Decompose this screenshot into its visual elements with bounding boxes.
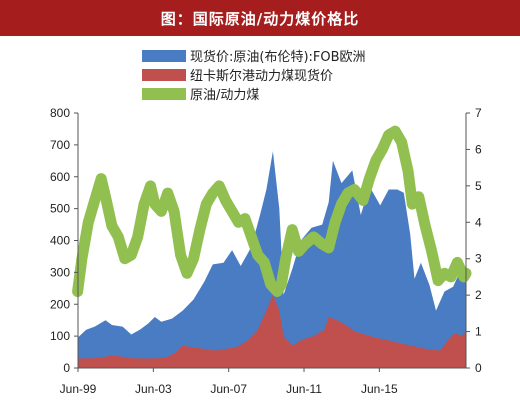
y-left-tick-label: 800: [50, 106, 70, 120]
legend-item: 原油/动力煤: [142, 88, 259, 103]
legend-label-coal: 纽卡斯尔港动力煤现货价: [190, 68, 333, 84]
y-right-tick-label: 0: [475, 361, 482, 375]
y-right-tick-label: 7: [475, 106, 482, 120]
legend-item: 现货价:原油(布伦特):FOB欧洲: [142, 49, 366, 65]
y-left-tick-label: 400: [50, 234, 70, 248]
y-right-tick-label: 4: [475, 215, 482, 229]
x-tick-label: Jun-11: [286, 382, 322, 396]
series-line-2: [72, 125, 472, 297]
chart-title: 图：国际原油/动力煤价格比: [0, 0, 520, 36]
y-right-tick-label: 3: [475, 252, 482, 266]
y-right-tick-label: 2: [475, 288, 482, 302]
x-tick-label: Jun-15: [361, 382, 398, 396]
x-tick-label: Jun-03: [135, 382, 172, 396]
y-left-tick-label: 700: [50, 138, 70, 152]
y-right-tick-label: 6: [475, 142, 482, 156]
legend-swatch-oil: [142, 50, 186, 62]
y-left-tick-label: 600: [50, 170, 70, 184]
y-left-tick-label: 300: [50, 265, 70, 279]
legend-item: 纽卡斯尔港动力煤现货价: [142, 68, 333, 84]
x-tick-label: Jun-07: [210, 382, 247, 396]
axes: 0 100 200 300 400 500 600 700 800 0 1 2 3 4 5 6 7 Jun-99 J…: [50, 106, 482, 396]
series-area-1: [77, 294, 466, 368]
x-tick-label: Jun-99: [60, 382, 97, 396]
plot-area: [72, 125, 472, 368]
legend-label-ratio: 原油/动力煤: [190, 88, 259, 103]
legend-label-oil: 现货价:原油(布伦特):FOB欧洲: [190, 49, 366, 65]
y-left-tick-label: 100: [50, 329, 70, 343]
y-right-tick-label: 1: [475, 325, 482, 339]
legend: 现货价:原油(布伦特):FOB欧洲 纽卡斯尔港动力煤现货价 原油/动力煤: [142, 49, 366, 103]
y-left-tick-label: 0: [63, 361, 70, 375]
y-left-tick-label: 200: [50, 297, 70, 311]
y-left-tick-label: 500: [50, 202, 70, 216]
legend-swatch-ratio: [142, 88, 186, 100]
series-area-0: [77, 151, 466, 368]
y-right-tick-label: 5: [475, 179, 482, 193]
legend-swatch-coal: [142, 69, 186, 81]
